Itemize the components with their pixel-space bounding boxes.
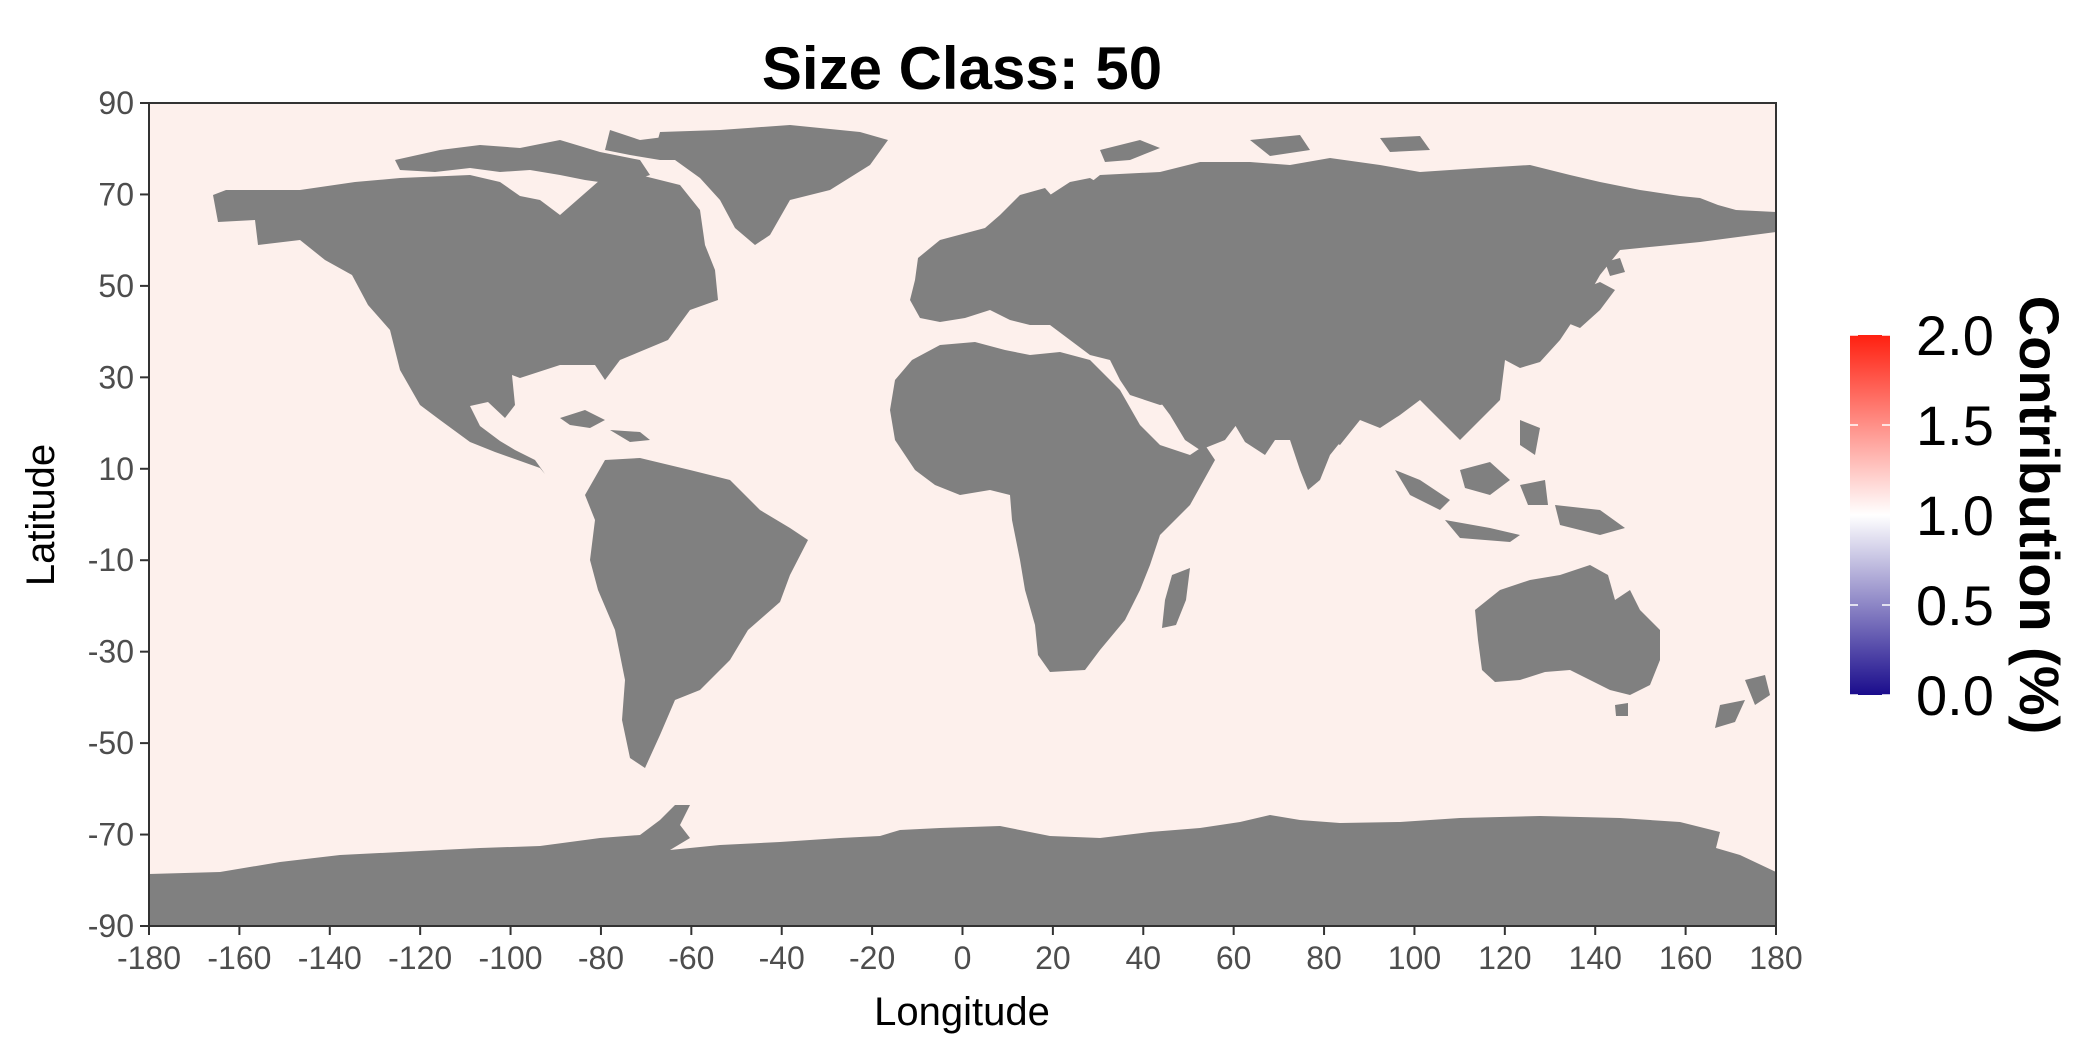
land-eurasia: [910, 158, 1776, 455]
land-antarctica: [149, 805, 1776, 926]
land-north-america: [213, 175, 718, 474]
x-tick-label: 60: [1216, 940, 1252, 976]
map-panel: [148, 102, 1777, 927]
y-tick-label: 70: [98, 176, 134, 212]
colorbar-label: 1.0: [1916, 484, 1994, 547]
land-new-zealand: [1715, 675, 1770, 728]
x-tick-label: -60: [668, 940, 714, 976]
land-greenland: [655, 125, 888, 245]
x-tick-label: -140: [298, 940, 362, 976]
land-tasmania: [1615, 703, 1628, 716]
colorbar-label: 1.5: [1916, 394, 1994, 457]
x-tick-label: 140: [1569, 940, 1622, 976]
y-tick-label: 90: [98, 85, 134, 121]
land-japan: [1560, 258, 1625, 328]
x-tick-label: -40: [759, 940, 805, 976]
x-tick-label: 20: [1035, 940, 1071, 976]
y-tick-label: -90: [88, 908, 134, 944]
y-tick-label: -10: [88, 542, 134, 578]
colorbar-label: 0.0: [1916, 664, 1994, 727]
y-tick-label: -50: [88, 725, 134, 761]
y-tick-label: 10: [98, 451, 134, 487]
x-tick-label: 40: [1125, 940, 1161, 976]
y-tick-label: 30: [98, 359, 134, 395]
x-tick-label: 160: [1659, 940, 1712, 976]
x-tick-label: -180: [117, 940, 181, 976]
y-axis-title: Latitude: [19, 444, 63, 586]
colorbar-label: 0.5: [1916, 574, 1994, 637]
y-tick-label: -70: [88, 817, 134, 853]
y-tick-label: 50: [98, 268, 134, 304]
land-scandinavia: [1010, 178, 1115, 265]
land-australia: [1475, 565, 1660, 695]
x-tick-label: 180: [1749, 940, 1802, 976]
x-tick-label: 100: [1388, 940, 1441, 976]
land-india: [1270, 370, 1360, 490]
colorbar-ticks: 2.0 1.5 1.0 0.5 0.0: [1850, 304, 1994, 727]
y-tick-label: -30: [88, 634, 134, 670]
x-tick-label: 0: [954, 940, 972, 976]
land-mask: [149, 125, 1776, 926]
colorbar-legend: 2.0 1.5 1.0 0.5 0.0 Contribution (%): [1850, 296, 2071, 735]
land-africa: [890, 342, 1215, 672]
x-tick-label: -100: [479, 940, 543, 976]
chart-title: Size Class: 50: [762, 35, 1162, 102]
land-arabia: [1150, 360, 1240, 450]
y-axis: 90 70 50 30 10 -10 -30 -50 -70 -90: [88, 85, 149, 944]
legend-title: Contribution (%): [2008, 296, 2071, 735]
x-axis-title: Longitude: [874, 990, 1050, 1034]
x-tick-label: 80: [1306, 940, 1342, 976]
x-tick-label: 120: [1478, 940, 1531, 976]
x-tick-label: -20: [849, 940, 895, 976]
land-indonesia: [1395, 420, 1625, 542]
colorbar-label: 2.0: [1916, 304, 1994, 367]
land-russian-arctic: [1100, 135, 1430, 162]
land-british-isles: [918, 240, 968, 288]
land-south-america: [585, 458, 808, 768]
land-canada-arctic: [395, 140, 650, 185]
land-caribbean: [560, 410, 650, 442]
x-tick-label: -160: [207, 940, 271, 976]
land-madagascar: [1162, 568, 1190, 628]
x-tick-label: -120: [388, 940, 452, 976]
x-axis: -180 -160 -140 -120 -100 -80 -60 -40 -20 0 20 40 60 8…: [117, 926, 1803, 976]
x-tick-label: -80: [578, 940, 624, 976]
